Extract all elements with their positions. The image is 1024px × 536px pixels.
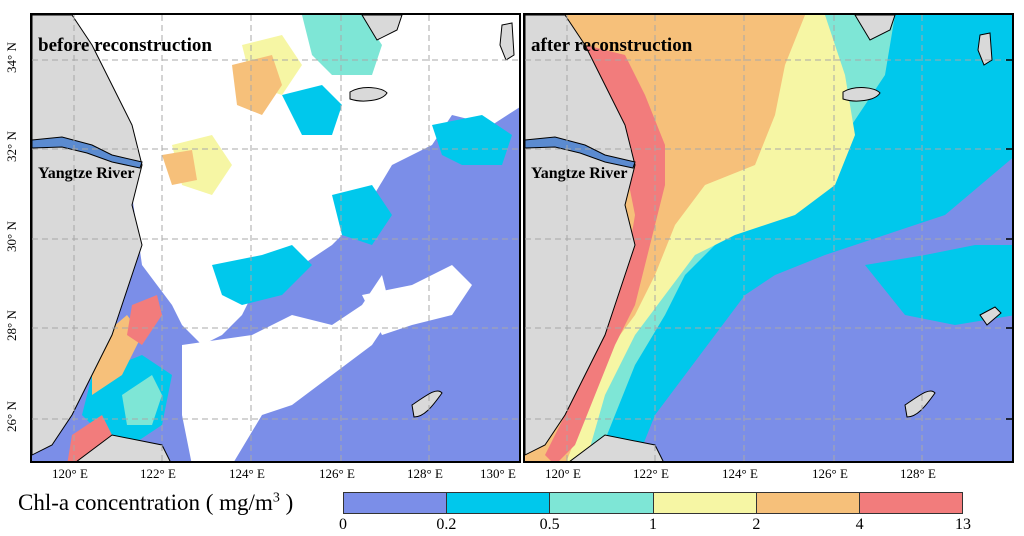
land-island	[499, 22, 515, 61]
lon-label-124-right: 124° E	[722, 466, 758, 481]
chl-patch-cyan	[212, 245, 312, 305]
legend-swatch	[550, 493, 654, 513]
chl-patch-cyan	[282, 85, 342, 135]
land-mainland	[32, 15, 143, 456]
land-island	[904, 390, 936, 418]
chl-patch-light	[122, 375, 162, 425]
legend-swatch	[653, 493, 757, 513]
lon-label-122-right: 122° E	[633, 466, 669, 481]
chl-patch-red	[67, 415, 112, 461]
legend-tick-label: 0.5	[539, 516, 560, 533]
lon-label-126-right: 126° E	[812, 466, 848, 481]
legend-tick-label: 0.2	[436, 516, 457, 533]
river-label: Yangtze River	[531, 165, 628, 182]
legend-tick-label: 4	[855, 516, 864, 533]
land-island	[842, 87, 881, 102]
legend-tick-label: 13	[955, 516, 971, 533]
legend-colorbar	[343, 492, 963, 514]
chl-patch-orange	[232, 55, 282, 115]
land-korea	[854, 15, 896, 41]
lat-label-30: 30° N	[4, 221, 19, 253]
cloud-gap	[32, 15, 519, 345]
cloud-gap	[182, 275, 392, 461]
map-before-svg	[32, 15, 519, 461]
legend-title-superscript: 3	[272, 490, 280, 506]
lon-label-120-left: 120° E	[52, 466, 88, 481]
lon-label-126-left: 126° E	[319, 466, 355, 481]
legend-tick-label: 2	[752, 516, 761, 533]
river-label: Yangtze River	[38, 165, 135, 182]
legend-swatch	[344, 493, 448, 513]
lat-label-32: 32° N	[4, 131, 19, 163]
land-island	[411, 390, 443, 418]
map-panel-after: after reconstruction Yangtze River	[523, 13, 1014, 463]
legend-title: Chl-a concentration ( mg/m3 )	[18, 490, 293, 516]
lon-label-128-right: 128° E	[900, 466, 936, 481]
map-panel-before: before reconstruction Yangtze River	[30, 13, 521, 463]
legend-swatch	[859, 493, 963, 513]
chl-zone-cyan-east	[865, 245, 1012, 325]
map-after-svg	[525, 15, 1012, 461]
chl-patch-orange	[162, 150, 197, 185]
lat-label-34: 34° N	[4, 42, 19, 74]
land-mainland	[525, 15, 636, 456]
land-island	[977, 32, 993, 66]
panel-title: before reconstruction	[38, 35, 212, 56]
land-island	[349, 87, 388, 102]
land-korea	[361, 15, 403, 41]
lon-label-124-left: 124° E	[229, 466, 265, 481]
legend-tick-label: 1	[649, 516, 657, 533]
lat-label-26: 26° N	[4, 401, 19, 433]
chl-patch-red	[127, 295, 162, 345]
legend-swatch	[756, 493, 860, 513]
cloud-gap	[362, 265, 472, 335]
panel-title: after reconstruction	[531, 35, 693, 56]
lon-label-120-right: 120° E	[545, 466, 581, 481]
chl-patch-cyan	[332, 185, 392, 245]
lon-label-130-left: 130° E	[480, 466, 516, 481]
land-island	[979, 306, 1002, 326]
yangtze-river	[525, 136, 636, 169]
legend-title-text: Chl-a concentration ( mg/m	[18, 490, 273, 515]
yangtze-river	[32, 136, 143, 169]
graticule	[32, 15, 519, 461]
lon-label-128-left: 128° E	[407, 466, 443, 481]
legend-tick-label: 0	[339, 516, 347, 533]
chl-patch-cyan	[432, 115, 512, 165]
legend-swatch	[447, 493, 551, 513]
graticule	[525, 15, 1012, 461]
lat-label-28: 28° N	[4, 310, 19, 342]
axis-ticks	[1006, 59, 1012, 420]
lon-label-122-left: 122° E	[140, 466, 176, 481]
legend-title-suffix: )	[279, 490, 294, 515]
